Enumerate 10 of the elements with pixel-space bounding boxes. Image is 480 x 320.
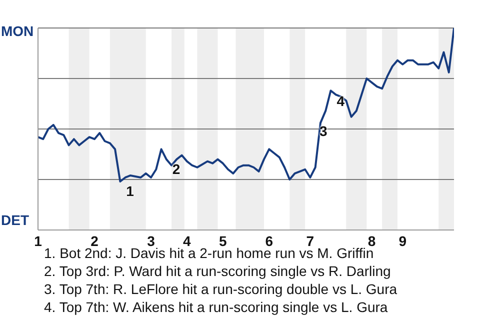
text: DET xyxy=(1,212,29,228)
x-tick-label: 9 xyxy=(398,232,407,249)
text: 4. Top 7th: W. Aikens hit a run-scoring single vs L. Gura xyxy=(44,298,389,316)
text: 2. Top 3rd: P. Ward hit a run-scoring single vs R. Darling xyxy=(44,262,392,280)
annotation: 4 xyxy=(336,93,345,109)
annotation: 1 xyxy=(126,183,134,199)
x-tick-label: 1 xyxy=(34,232,42,249)
text: MON xyxy=(1,23,34,39)
annotation: 2 xyxy=(172,161,180,177)
text: 3. Top 7th: R. LeFlore hit a run-scoring double vs L. Gura xyxy=(44,280,398,298)
